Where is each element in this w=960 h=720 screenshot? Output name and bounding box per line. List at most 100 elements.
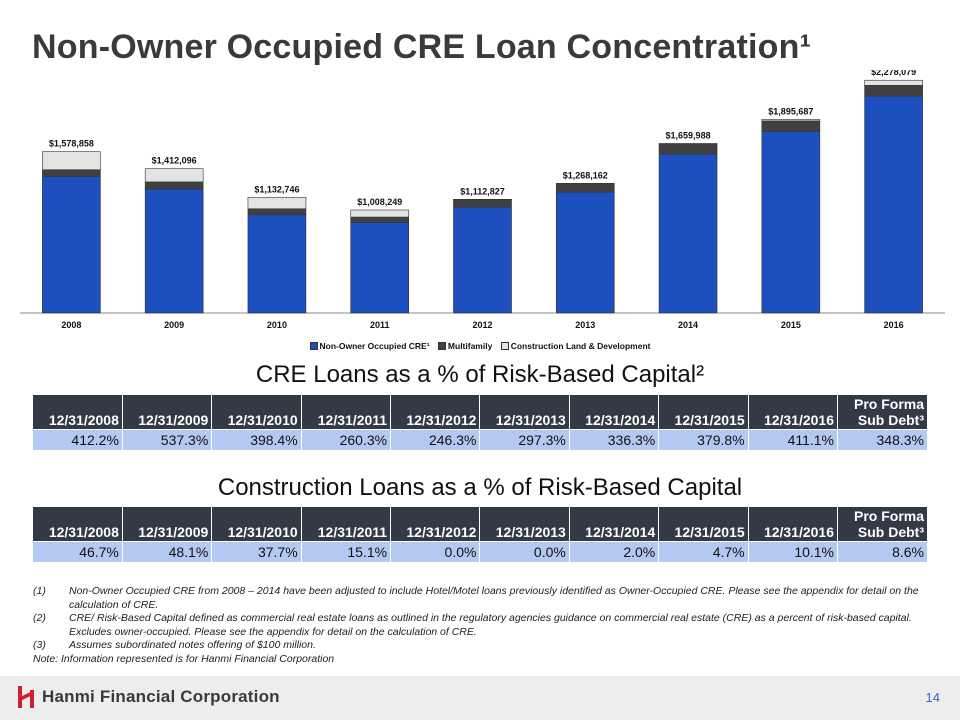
- cre-table-cell-4: 246.3%: [390, 429, 481, 450]
- bar-segment-2015-0: [761, 131, 821, 314]
- legend-label: Non-Owner Occupied CRE¹: [319, 341, 430, 351]
- header-bottom-text: 12/31/2012: [406, 524, 477, 540]
- bar-segment-2009-0: [144, 188, 204, 314]
- bar-segment-2008-1: [42, 169, 101, 177]
- legend-swatch: [309, 342, 318, 350]
- cre-table-header-1: 12/31/2009: [122, 395, 213, 430]
- bar-segment-2010-2: [247, 196, 307, 210]
- header-bottom-text: 12/31/2016: [763, 524, 835, 540]
- bar-total-label-2008: $1,578,858: [49, 139, 94, 149]
- construction-table-cell-9: 8.6%: [837, 541, 927, 562]
- footnotes: (1) Non-Owner Occupied CRE from 2008 – 20…: [33, 585, 933, 667]
- bar-segment-2013-1: [555, 183, 615, 193]
- bar-segment-2009-2: [144, 168, 204, 183]
- header-bottom-text: 12/31/2015: [674, 524, 745, 540]
- bar-total-label-2014: $1,659,988: [666, 130, 711, 140]
- construction-table-cell-4: 0.0%: [390, 541, 481, 562]
- bar-segment-2014-1: [658, 143, 718, 155]
- cre-table-cell-9: 348.3%: [837, 429, 927, 450]
- cre-table-cell-6: 336.3%: [569, 429, 660, 450]
- construction-table: 12/31/2008 12/31/2009 12/31/2010 12/31/2…: [33, 507, 927, 562]
- header-bottom-text: 12/31/2010: [227, 524, 298, 540]
- cre-table-header-9: Pro Forma Sub Debt³: [837, 395, 927, 430]
- bar-segment-2011-1: [350, 216, 410, 223]
- header-top-text: [662, 508, 744, 524]
- header-bottom-text: 12/31/2013: [495, 524, 566, 540]
- construction-table-header-7: 12/31/2015: [658, 507, 749, 542]
- bar-total-label-2009: $1,412,096: [152, 156, 197, 166]
- bar-segment-2012-0: [453, 206, 512, 314]
- header-bottom-text: 12/31/2014: [585, 412, 656, 428]
- bar-segment-2011-0: [350, 222, 410, 314]
- header-top-text: [36, 508, 119, 524]
- x-tick-label-2009: 2009: [164, 320, 184, 330]
- cre-table-cell-1: 537.3%: [122, 429, 213, 450]
- bar-total-label-2015: $1,895,687: [768, 106, 813, 116]
- cre-table-header-6: 12/31/2014: [569, 395, 660, 430]
- header-bottom-text: 12/31/2012: [406, 412, 477, 428]
- header-top-text: [483, 508, 565, 524]
- bar-total-label-2016: $2,278,079: [871, 70, 916, 77]
- x-tick-label-2012: 2012: [472, 320, 492, 330]
- header-bottom-text: 12/31/2008: [48, 524, 119, 540]
- x-tick-label-2013: 2013: [575, 320, 595, 330]
- footnote-note: Note: Information represented is for Han…: [33, 652, 335, 665]
- x-tick-label-2010: 2010: [267, 320, 287, 330]
- footer-bar: Hanmi Financial Corporation 14: [0, 676, 960, 720]
- cre-table-cell-5: 297.3%: [479, 429, 570, 450]
- cre-table-header-7: 12/31/2015: [658, 395, 749, 430]
- header-bottom-text: 12/31/2009: [138, 412, 209, 428]
- cre-table-header-0: 12/31/2008: [33, 395, 123, 430]
- x-tick-label-2008: 2008: [61, 320, 81, 330]
- construction-table-header-9: Pro Forma Sub Debt³: [837, 507, 927, 542]
- legend-label: Multifamily: [447, 341, 493, 351]
- construction-table-header-2: 12/31/2010: [211, 507, 302, 542]
- cre-table-header-2: 12/31/2010: [211, 395, 302, 430]
- cre-table-cell-8: 411.1%: [748, 429, 839, 450]
- company-logo: Hanmi Financial Corporation: [16, 686, 280, 708]
- bar-segment-2009-1: [144, 181, 204, 190]
- header-top-text: Pro Forma: [853, 508, 924, 524]
- header-bottom-text: 12/31/2013: [495, 412, 566, 428]
- hanmi-logo-icon: [18, 686, 34, 708]
- header-top-text: [662, 396, 744, 412]
- bar-segment-2016-1: [864, 85, 923, 97]
- company-name: Hanmi Financial Corporation: [42, 687, 280, 706]
- construction-table-cell-1: 48.1%: [122, 541, 213, 562]
- legend-label: Construction Land & Development: [510, 341, 651, 351]
- construction-table-cell-7: 4.7%: [658, 541, 749, 562]
- bar-segment-2010-0: [247, 214, 307, 314]
- bar-segment-2015-2: [761, 119, 821, 122]
- cre-table-cell-3: 260.3%: [301, 429, 392, 450]
- construction-table-cell-5: 0.0%: [479, 541, 570, 562]
- legend-item-construction: Construction Land & Development: [500, 341, 651, 351]
- header-bottom-text: 12/31/2014: [585, 524, 656, 540]
- construction-table-header-0: 12/31/2008: [33, 507, 123, 542]
- page-title: Non-Owner Occupied CRE Loan Concentratio…: [32, 28, 812, 66]
- header-top-text: [394, 396, 476, 412]
- legend-swatch: [500, 342, 509, 350]
- legend-swatch: [437, 342, 446, 350]
- bar-segment-2008-2: [42, 151, 101, 171]
- header-top-text: [305, 396, 387, 412]
- header-top-text: [483, 396, 565, 412]
- x-tick-label-2015: 2015: [781, 320, 801, 330]
- header-top-text: [36, 396, 119, 412]
- header-top-text: [215, 396, 297, 412]
- cre-table-header-5: 12/31/2013: [479, 395, 570, 430]
- chart-legend: Non-Owner Occupied CRE¹ Multifamily Cons…: [0, 341, 960, 352]
- cre-table-cell-0: 412.2%: [33, 429, 123, 450]
- header-top-text: [752, 508, 834, 524]
- header-bottom-text: 12/31/2015: [674, 412, 745, 428]
- header-top-text: [126, 396, 208, 412]
- header-bottom-text: 12/31/2010: [227, 412, 298, 428]
- bar-segment-2015-1: [761, 120, 821, 132]
- construction-table-header-5: 12/31/2013: [479, 507, 570, 542]
- cre-table-cell-2: 398.4%: [211, 429, 302, 450]
- x-tick-label-2016: 2016: [884, 320, 904, 330]
- footnote-2: (2) CRE/ Risk-Based Capital defined as co…: [33, 612, 912, 638]
- header-bottom-text: 12/31/2011: [317, 412, 388, 428]
- header-top-text: [126, 508, 208, 524]
- bar-total-label-2011: $1,008,249: [357, 197, 402, 207]
- header-bottom-text: Sub Debt³: [857, 412, 924, 428]
